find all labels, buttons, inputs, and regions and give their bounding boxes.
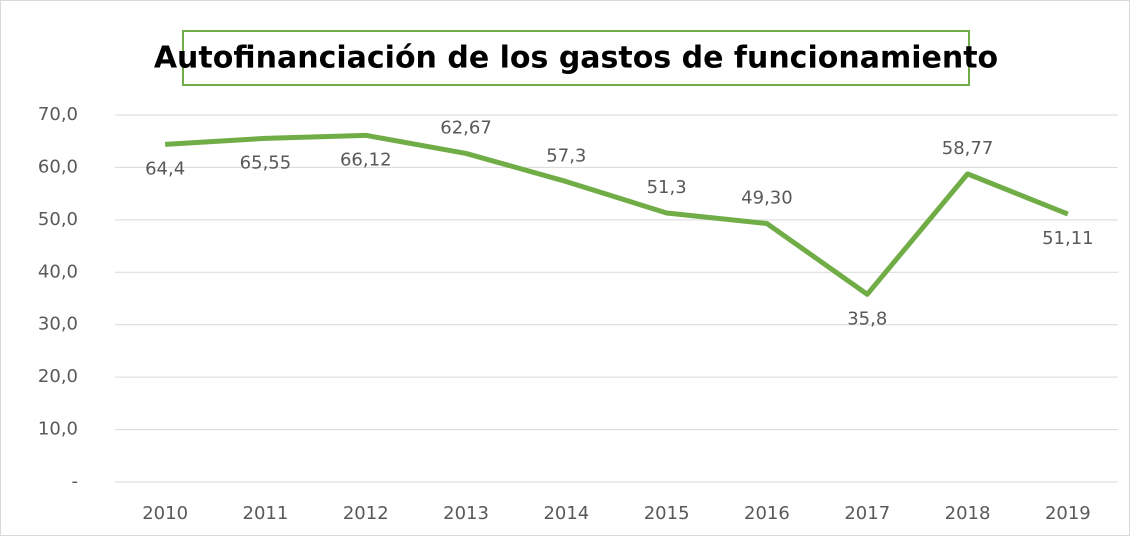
data-label: 64,4 (145, 158, 185, 179)
x-tick-label: 2012 (343, 503, 389, 524)
chart-title: Autofinanciación de los gastos de funcio… (154, 41, 998, 76)
x-tick-label: 2015 (644, 503, 690, 524)
data-label: 58,77 (942, 138, 994, 159)
x-tick-label: 2018 (945, 503, 991, 524)
title-box (182, 30, 970, 86)
y-tick-label: 20,0 (38, 366, 78, 387)
y-tick-label: 40,0 (38, 261, 78, 282)
data-label: 57,3 (546, 146, 586, 167)
y-tick-label: - (72, 471, 79, 492)
y-tick-label: 50,0 (38, 209, 78, 230)
y-tick-label: 10,0 (38, 419, 78, 440)
x-tick-label: 2013 (443, 503, 489, 524)
data-line (164, 132, 1069, 297)
y-tick-label: 70,0 (38, 104, 78, 125)
y-tick-label: 60,0 (38, 156, 78, 177)
data-label: 35,8 (847, 308, 887, 329)
x-tick-label: 2017 (844, 503, 890, 524)
data-label: 51,3 (647, 177, 687, 198)
data-label: 66,12 (340, 149, 392, 170)
data-label: 65,55 (240, 152, 292, 173)
x-tick-label: 2019 (1045, 503, 1091, 524)
x-tick-label: 2014 (543, 503, 589, 524)
x-tick-label: 2010 (142, 503, 188, 524)
data-label: 51,11 (1042, 228, 1094, 249)
y-tick-label: 30,0 (38, 314, 78, 335)
x-tick-label: 2016 (744, 503, 790, 524)
data-label: 49,30 (741, 188, 793, 209)
x-tick-label: 2011 (243, 503, 289, 524)
data-label: 62,67 (440, 117, 492, 138)
